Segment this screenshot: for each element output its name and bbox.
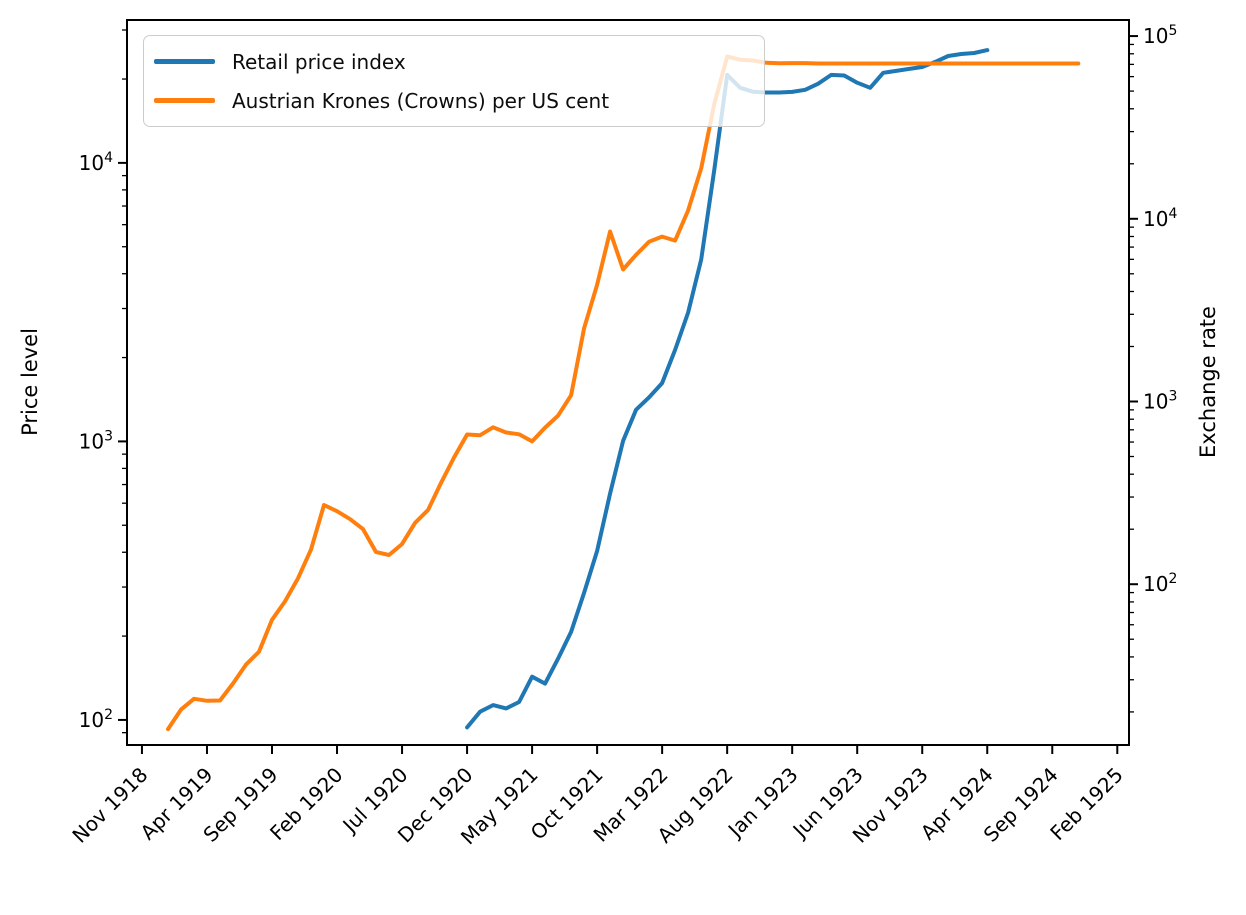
legend: Retail price index Austrian Krones (Crow… (143, 35, 765, 127)
right-y-tick-label: 105 (1143, 23, 1177, 48)
right-y-tick-label: 104 (1143, 206, 1177, 231)
legend-entry-exchange-rate: Austrian Krones (Crowns) per US cent (154, 81, 764, 120)
y-axis-label-left: Price level (18, 328, 42, 436)
legend-line-sample-blue (154, 59, 215, 64)
left-y-tick-label: 104 (79, 150, 113, 175)
legend-label: Retail price index (232, 49, 406, 74)
left-y-tick-label: 102 (79, 707, 113, 732)
x-tick-label: Nov 1918 (67, 763, 152, 848)
legend-label: Austrian Krones (Crowns) per US cent (232, 88, 610, 113)
legend-line-sample-orange (154, 98, 215, 103)
left-y-tick-label: 103 (79, 428, 113, 453)
y-axis-label-right: Exchange rate (1196, 306, 1220, 458)
series-austrian-krones-crowns-per-us-cent (166, 54, 1081, 732)
right-y-tick-label: 103 (1143, 389, 1177, 414)
right-y-tick-label: 102 (1143, 571, 1177, 596)
series-retail-price-index (465, 48, 990, 730)
x-tick-label: Jan 1923 (722, 763, 803, 844)
plot-frame (126, 19, 1130, 746)
legend-entry-retail-price-index: Retail price index (154, 42, 764, 81)
